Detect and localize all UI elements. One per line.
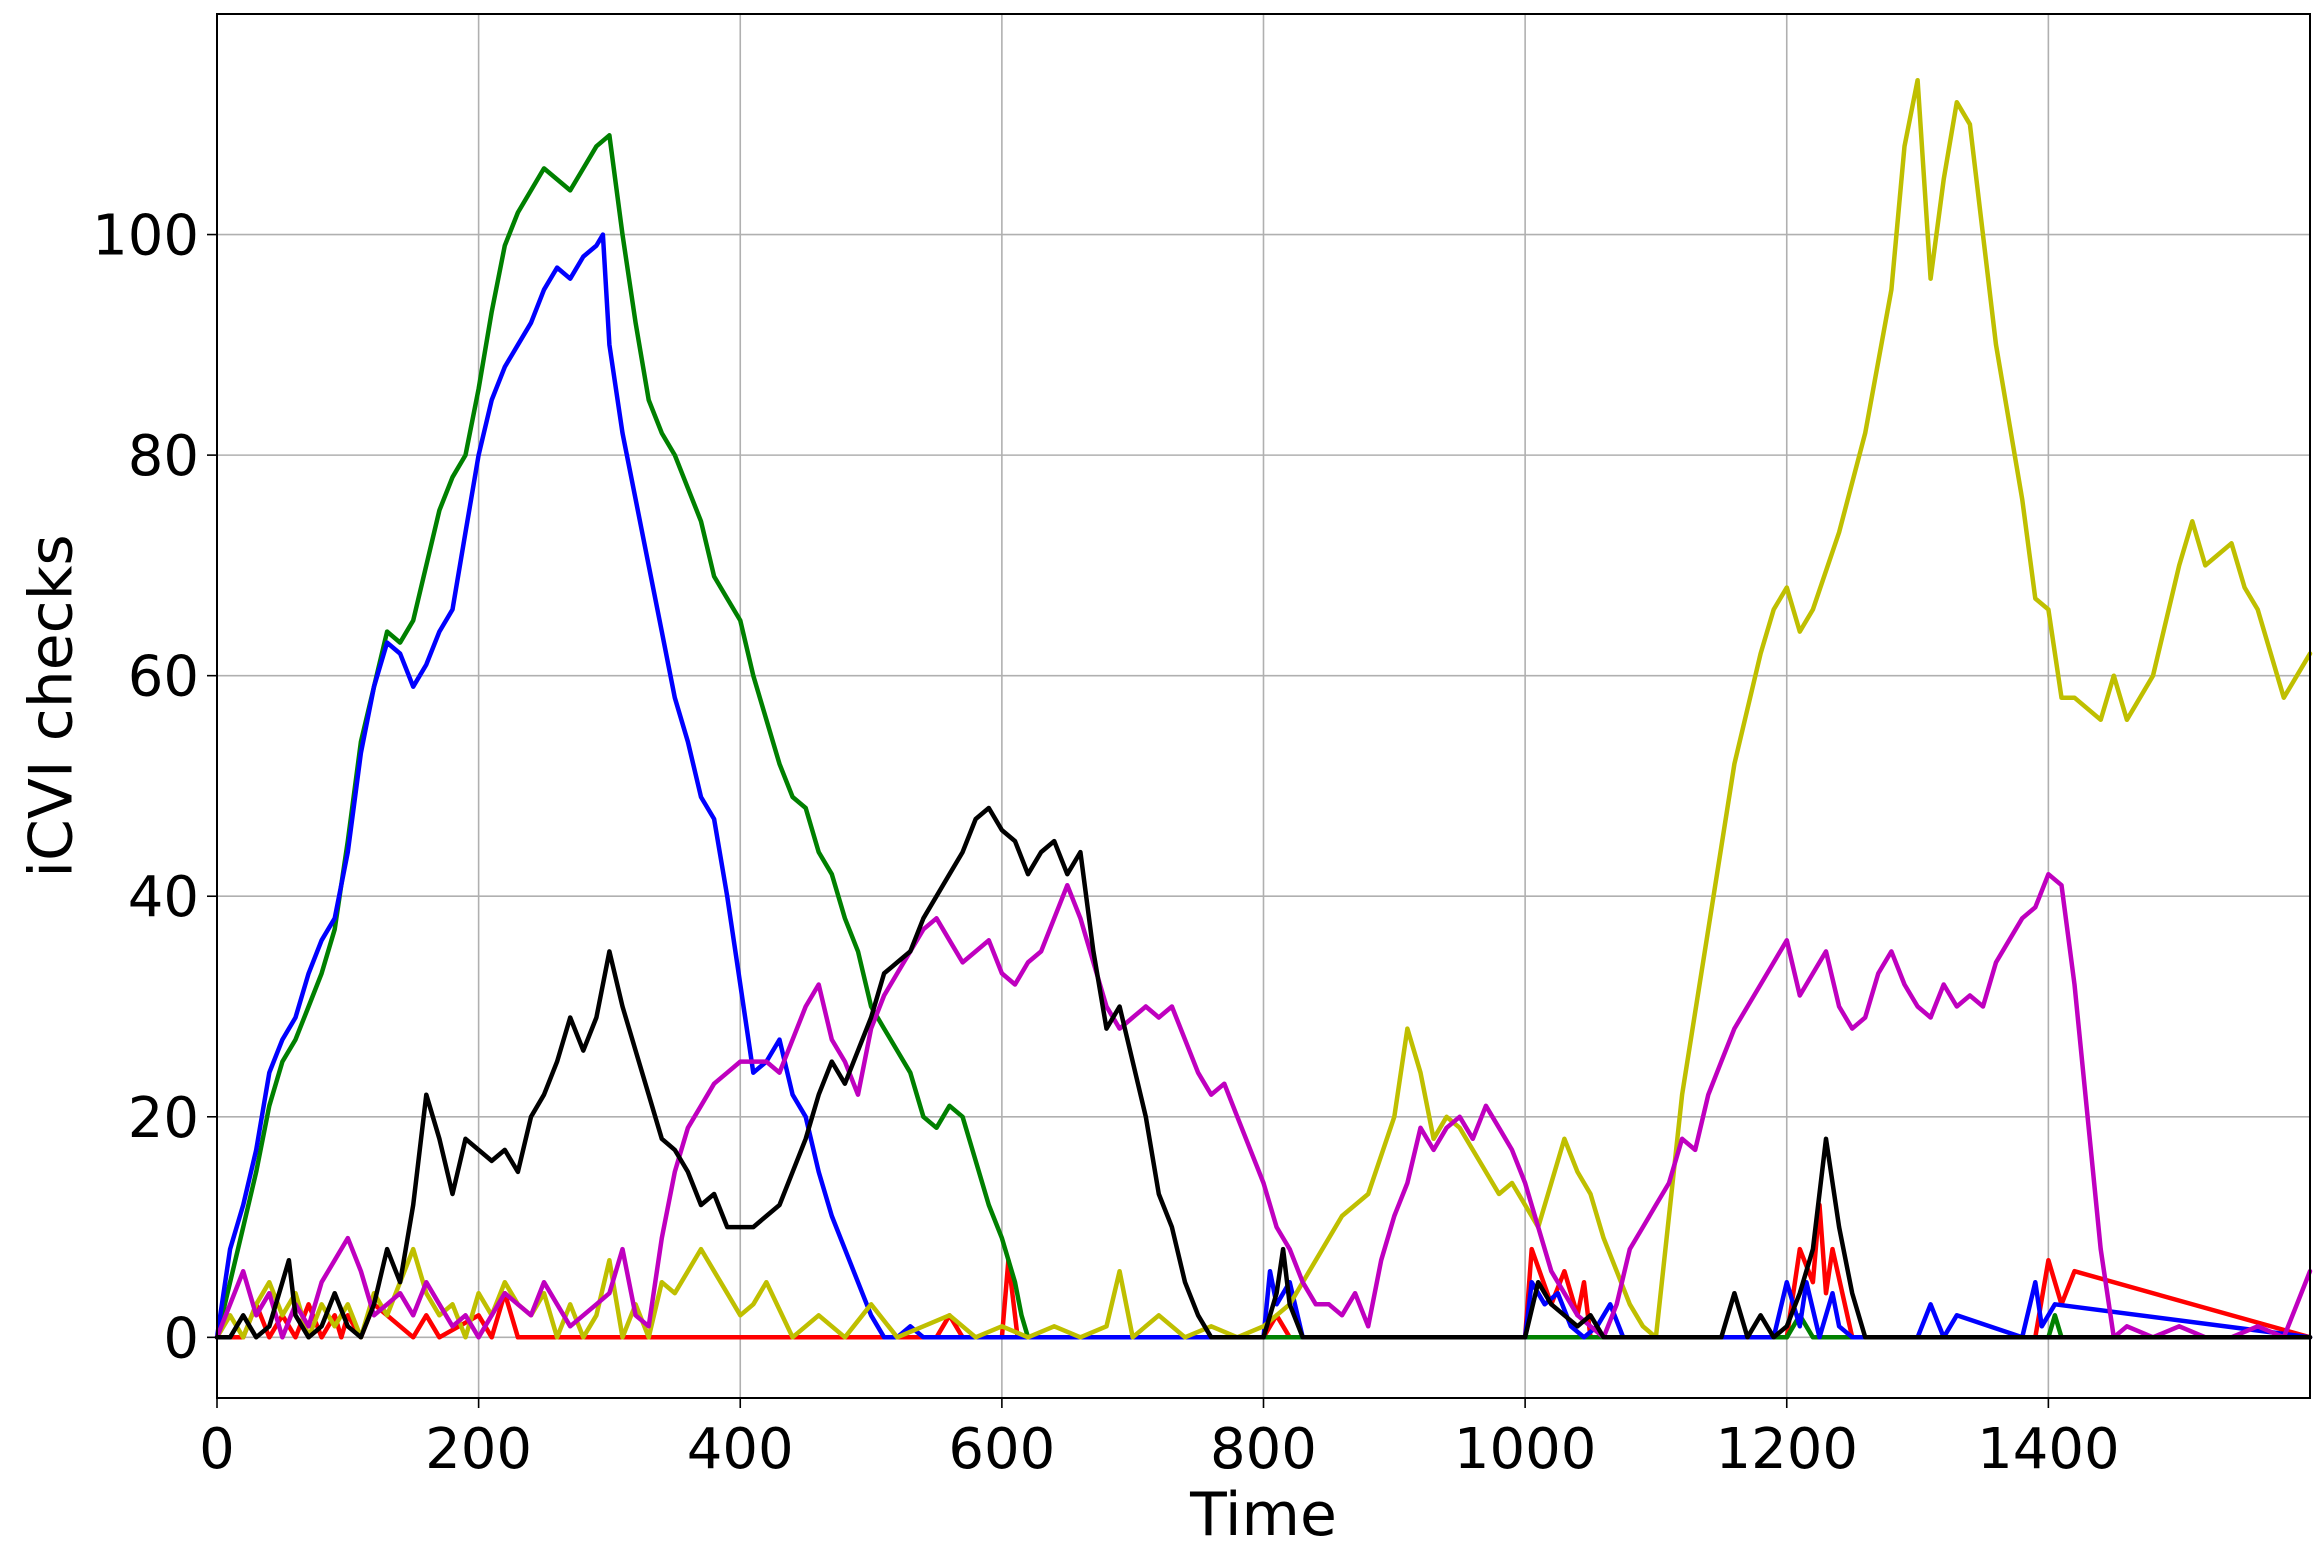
x-tick-label: 1000 bbox=[1454, 1417, 1597, 1482]
series-line-6 bbox=[214, 805, 2313, 1340]
x-tick-label: 600 bbox=[948, 1417, 1055, 1482]
x-tick-label: 800 bbox=[1210, 1417, 1317, 1482]
grid bbox=[216, 14, 2310, 1398]
y-tick-label: 0 bbox=[163, 1306, 199, 1371]
series-line-4 bbox=[214, 77, 2313, 1340]
x-axis-label: Time bbox=[1189, 1480, 1337, 1550]
x-tick-label: 200 bbox=[425, 1417, 532, 1482]
x-tick-label: 1400 bbox=[1977, 1417, 2120, 1482]
y-axis-label: iCVI checks bbox=[17, 534, 87, 877]
y-tick-label: 40 bbox=[128, 865, 199, 930]
y-tick-label: 20 bbox=[128, 1086, 199, 1151]
x-tick-label: 1200 bbox=[1715, 1417, 1858, 1482]
y-tick-label: 100 bbox=[92, 204, 199, 269]
x-tick-label: 0 bbox=[199, 1417, 235, 1482]
series-group bbox=[214, 77, 2313, 1340]
y-tick-label: 60 bbox=[128, 645, 199, 710]
series-line-3 bbox=[214, 232, 2313, 1340]
x-tick-label: 400 bbox=[687, 1417, 794, 1482]
x-axis: 0 200 400 600 800 1000 1200 1400 bbox=[199, 1398, 2120, 1482]
series-line-5 bbox=[214, 871, 2313, 1340]
y-axis: 0 20 40 60 80 100 bbox=[92, 204, 217, 1371]
y-tick-label: 80 bbox=[128, 424, 199, 489]
